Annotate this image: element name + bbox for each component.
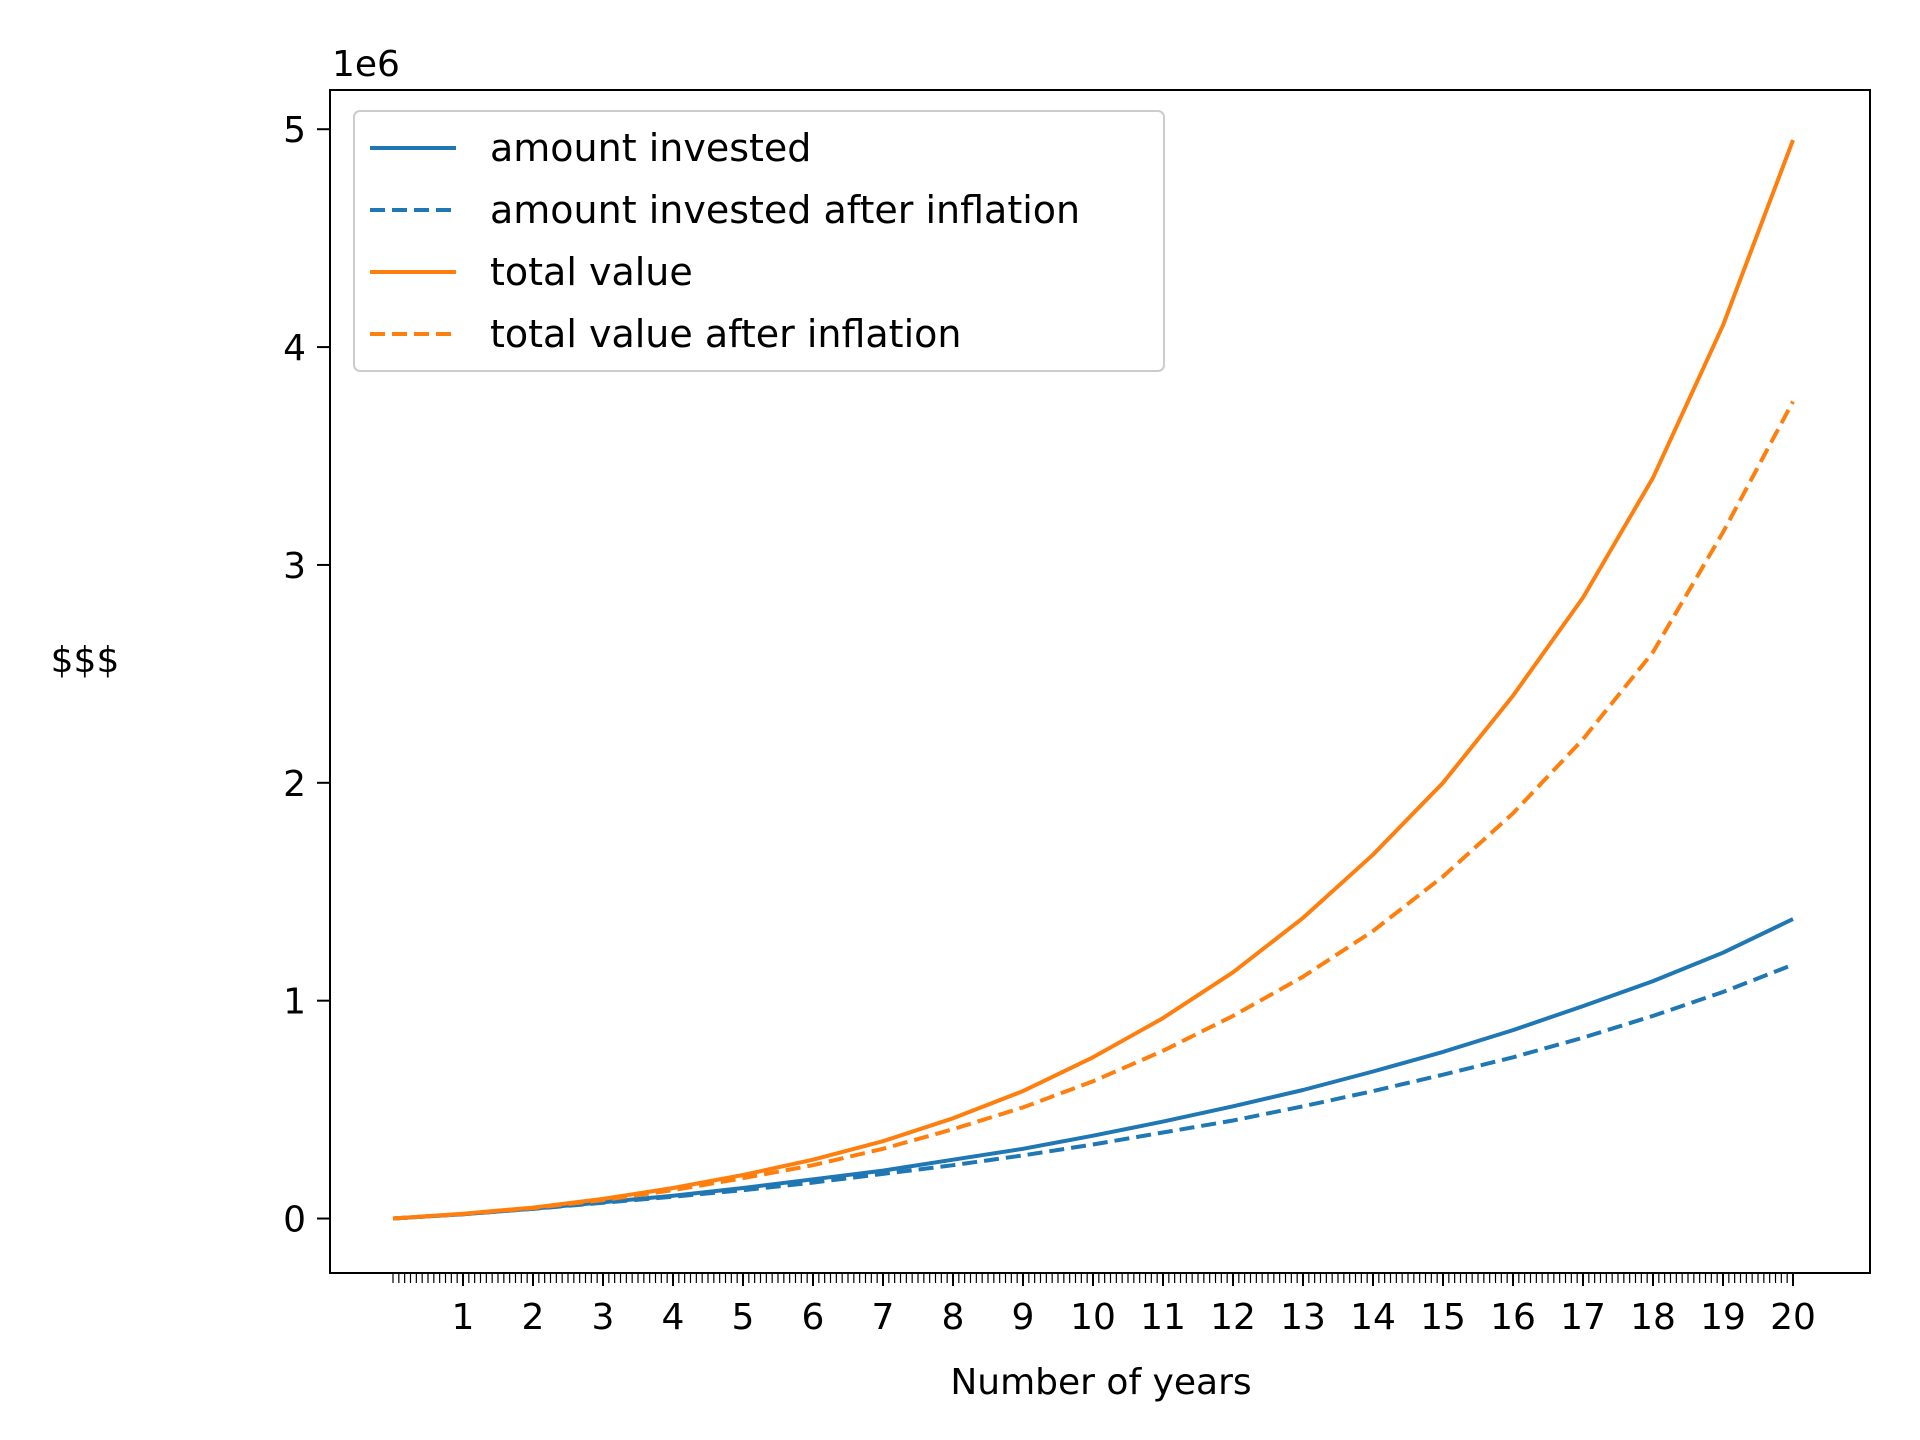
x-tick-label: 7 bbox=[872, 1297, 895, 1338]
x-tick-label: 1 bbox=[452, 1297, 475, 1338]
x-tick-label: 14 bbox=[1350, 1297, 1396, 1338]
legend: amount invested amount invested after inf… bbox=[353, 110, 1165, 372]
legend-label: amount invested after inflation bbox=[490, 188, 1080, 232]
series-line-0 bbox=[392, 917, 1794, 1221]
legend-label: amount invested bbox=[490, 126, 811, 170]
y-tick-label: 3 bbox=[283, 546, 306, 587]
y-tick-label: 1 bbox=[283, 982, 306, 1023]
x-tick-label: 15 bbox=[1420, 1297, 1466, 1338]
y-offset-label: 1e6 bbox=[332, 44, 400, 85]
x-tick-label: 6 bbox=[802, 1297, 825, 1338]
x-tick-label: 20 bbox=[1770, 1297, 1816, 1338]
x-tick-label: 12 bbox=[1210, 1297, 1256, 1338]
x-tick-label: 10 bbox=[1070, 1297, 1116, 1338]
series-layer bbox=[392, 139, 1795, 1221]
x-tick-label: 3 bbox=[592, 1297, 615, 1338]
x-tick-label: 18 bbox=[1630, 1297, 1676, 1338]
x-tick-label: 4 bbox=[662, 1297, 685, 1338]
x-tick-label: 16 bbox=[1490, 1297, 1536, 1338]
x-tick-label: 8 bbox=[942, 1297, 965, 1338]
y-tick-label: 0 bbox=[283, 1200, 306, 1241]
series-line-1 bbox=[392, 962, 1794, 1221]
legend-label: total value after inflation bbox=[490, 312, 961, 356]
legend-box bbox=[353, 110, 1165, 372]
y-tick-label: 5 bbox=[283, 110, 306, 151]
x-axis-label: Number of years bbox=[950, 1362, 1251, 1403]
y-tick-label: 4 bbox=[283, 328, 306, 369]
x-tick-label: 2 bbox=[522, 1297, 545, 1338]
x-tick-label: 17 bbox=[1560, 1297, 1606, 1338]
y-tick-label: 2 bbox=[283, 764, 306, 805]
plot-frame bbox=[329, 89, 1871, 1274]
legend-label: total value bbox=[490, 250, 693, 294]
x-tick-label: 19 bbox=[1700, 1297, 1746, 1338]
x-tick-label: 11 bbox=[1140, 1297, 1186, 1338]
x-tick-label: 9 bbox=[1012, 1297, 1035, 1338]
x-tick-label: 13 bbox=[1280, 1297, 1326, 1338]
x-tick-label: 5 bbox=[732, 1297, 755, 1338]
y-axis-label: $$$ bbox=[51, 640, 120, 681]
series-line-3 bbox=[392, 400, 1795, 1221]
